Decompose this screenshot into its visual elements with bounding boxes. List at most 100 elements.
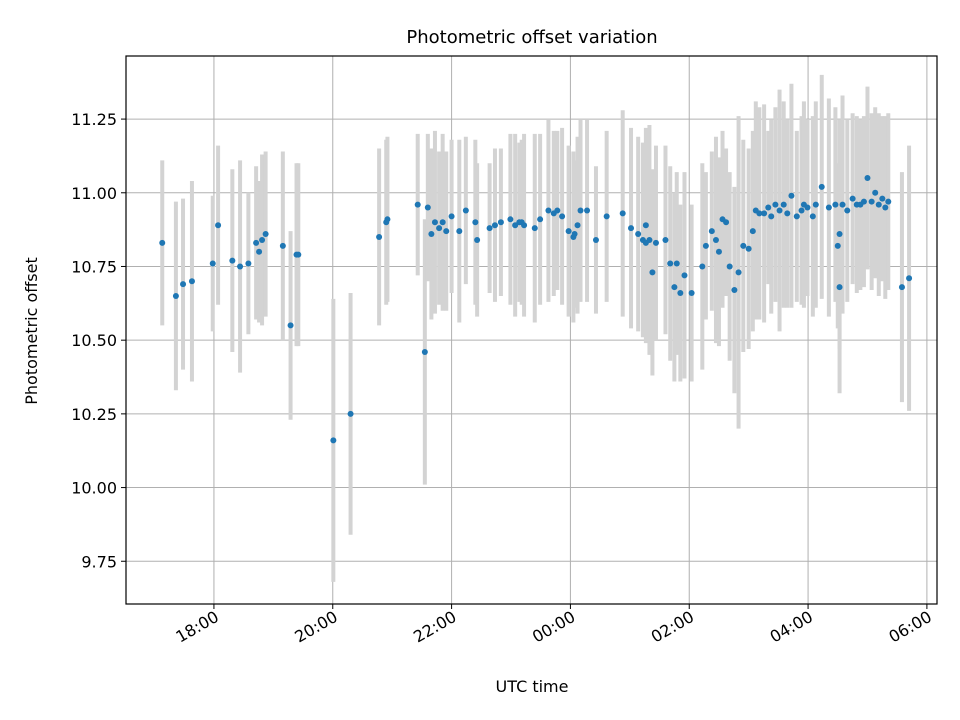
data-point bbox=[642, 222, 649, 229]
data-point bbox=[439, 219, 446, 226]
chart-title: Photometric offset variation bbox=[406, 27, 657, 48]
data-point bbox=[715, 248, 722, 255]
data-point bbox=[384, 216, 391, 223]
point-layer bbox=[159, 175, 913, 444]
data-point bbox=[832, 201, 839, 208]
x-axis-label: UTC time bbox=[496, 677, 569, 696]
data-point bbox=[879, 195, 886, 202]
data-point bbox=[740, 242, 747, 249]
data-point bbox=[708, 228, 715, 235]
data-point bbox=[559, 213, 566, 220]
data-point bbox=[474, 236, 481, 243]
data-point bbox=[253, 239, 260, 246]
y-tick-label: 10.50 bbox=[71, 331, 117, 350]
data-point bbox=[776, 207, 783, 214]
data-point bbox=[414, 201, 421, 208]
data-point bbox=[287, 322, 294, 329]
data-point bbox=[574, 222, 581, 229]
data-point bbox=[667, 260, 674, 267]
data-point bbox=[671, 284, 678, 291]
data-point bbox=[849, 195, 856, 202]
data-point bbox=[756, 210, 763, 217]
data-point bbox=[788, 192, 795, 199]
y-tick-label: 11.00 bbox=[71, 184, 117, 203]
data-point bbox=[256, 248, 263, 255]
data-point bbox=[431, 219, 438, 226]
y-tick-label: 10.75 bbox=[71, 257, 117, 276]
data-point bbox=[864, 175, 871, 182]
data-point bbox=[844, 207, 851, 214]
data-point bbox=[652, 239, 659, 246]
data-point bbox=[229, 257, 236, 264]
data-point bbox=[825, 204, 832, 211]
data-point bbox=[768, 213, 775, 220]
y-tick-label: 11.25 bbox=[71, 110, 117, 129]
data-point bbox=[245, 260, 252, 267]
data-point bbox=[868, 198, 875, 205]
data-point bbox=[619, 210, 626, 217]
data-point bbox=[723, 219, 730, 226]
data-point bbox=[809, 213, 816, 220]
data-point bbox=[428, 231, 435, 238]
data-point bbox=[279, 242, 286, 249]
data-point bbox=[772, 201, 779, 208]
data-point bbox=[295, 251, 302, 258]
data-point bbox=[421, 348, 428, 355]
data-point bbox=[875, 201, 882, 208]
data-point bbox=[780, 201, 787, 208]
data-point bbox=[472, 219, 479, 226]
data-point bbox=[512, 222, 519, 229]
y-tick-label: 10.00 bbox=[71, 479, 117, 498]
data-point bbox=[180, 281, 187, 288]
data-point bbox=[545, 207, 552, 214]
data-point bbox=[761, 210, 768, 217]
data-point bbox=[443, 228, 450, 235]
data-point bbox=[673, 260, 680, 267]
data-point bbox=[798, 207, 805, 214]
data-point bbox=[262, 231, 269, 238]
data-point bbox=[836, 284, 843, 291]
data-point bbox=[448, 213, 455, 220]
data-point bbox=[793, 213, 800, 220]
data-point bbox=[804, 204, 811, 211]
data-point bbox=[784, 210, 791, 217]
data-point bbox=[898, 284, 905, 291]
data-point bbox=[882, 204, 889, 211]
y-axis-label: Photometric offset bbox=[22, 257, 41, 405]
data-point bbox=[259, 236, 266, 243]
data-point bbox=[699, 263, 706, 270]
plot-frame bbox=[125, 55, 938, 605]
data-point bbox=[603, 213, 610, 220]
data-point bbox=[726, 263, 733, 270]
data-point bbox=[172, 292, 179, 299]
data-point bbox=[906, 275, 913, 282]
data-point bbox=[635, 231, 642, 238]
data-point bbox=[571, 231, 578, 238]
data-point bbox=[688, 290, 695, 297]
data-point bbox=[584, 207, 591, 214]
data-point bbox=[628, 225, 635, 232]
y-tick-label: 9.75 bbox=[81, 552, 117, 571]
data-point bbox=[215, 222, 222, 229]
data-point bbox=[681, 272, 688, 279]
data-point bbox=[812, 201, 819, 208]
data-point bbox=[860, 198, 867, 205]
data-point bbox=[456, 228, 463, 235]
data-point bbox=[531, 225, 538, 232]
data-point bbox=[731, 287, 738, 294]
data-point bbox=[521, 222, 528, 229]
y-axis-ticks: 9.75 10.00 10.25 10.50 10.75 11.00 11.25 bbox=[71, 110, 126, 571]
data-point bbox=[885, 198, 892, 205]
data-point bbox=[554, 207, 561, 214]
data-point bbox=[507, 216, 514, 223]
data-point bbox=[577, 207, 584, 214]
data-point bbox=[839, 201, 846, 208]
data-point bbox=[872, 189, 879, 196]
data-point bbox=[159, 239, 166, 246]
data-point bbox=[677, 290, 684, 297]
data-point bbox=[749, 228, 756, 235]
data-point bbox=[537, 216, 544, 223]
data-point bbox=[209, 260, 216, 267]
data-point bbox=[642, 239, 649, 246]
data-point bbox=[592, 236, 599, 243]
